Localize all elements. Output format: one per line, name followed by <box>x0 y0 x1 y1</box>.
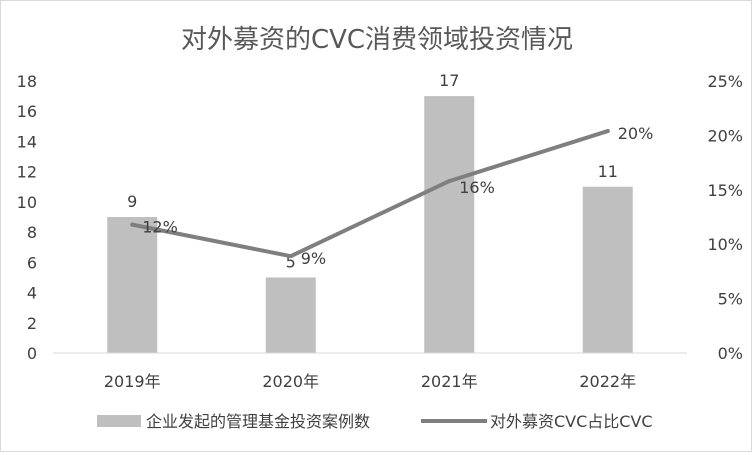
legend-line-label: 对外募资CVC占比CVC <box>490 412 653 431</box>
bar <box>582 186 633 353</box>
x-axis-tick-label: 2020年 <box>262 372 319 391</box>
right-axis-tick-label: 10% <box>707 235 743 254</box>
left-axis-tick-label: 0 <box>27 344 37 363</box>
line-point <box>447 179 452 184</box>
legend: 企业发起的管理基金投资案例数 对外募资CVC占比CVC <box>97 412 653 431</box>
left-axis-tick-label: 16 <box>17 102 37 121</box>
bar-data-label: 11 <box>598 162 618 181</box>
line-series <box>130 129 610 259</box>
bar <box>424 96 475 353</box>
bar-data-label: 5 <box>286 252 296 271</box>
line-point <box>605 129 610 134</box>
x-axis-tick-label: 2022年 <box>579 372 636 391</box>
right-axis-tick-label: 5% <box>718 290 743 309</box>
right-axis-tick-label: 15% <box>707 181 743 200</box>
left-axis-tick-label: 10 <box>17 193 37 212</box>
legend-bar-swatch <box>97 415 141 427</box>
line-data-label: 16% <box>459 178 495 197</box>
bar <box>107 217 158 353</box>
left-axis-tick-label: 2 <box>27 314 37 333</box>
left-axis-tick-label: 4 <box>27 284 37 303</box>
chart-title: 对外募资的CVC消费领域投资情况 <box>181 25 573 55</box>
line-data-label: 12% <box>142 218 178 237</box>
line-point <box>288 254 293 259</box>
bar-data-label: 17 <box>439 71 459 90</box>
line-data-label: 20% <box>618 124 654 143</box>
right-axis-tick-label: 25% <box>707 72 743 91</box>
left-axis-tick-label: 14 <box>17 132 37 151</box>
right-axis-tick-label: 20% <box>707 126 743 145</box>
bar-data-label: 9 <box>127 192 137 211</box>
x-axis-tick-label: 2019年 <box>104 372 161 391</box>
left-axis-tick-label: 6 <box>27 253 37 272</box>
bar <box>265 277 316 353</box>
left-axis-tick-label: 8 <box>27 223 37 242</box>
right-axis-tick-label: 0% <box>718 344 743 363</box>
legend-bar-label: 企业发起的管理基金投资案例数 <box>146 412 370 431</box>
line-point <box>130 222 135 227</box>
left-axis-tick-label: 12 <box>17 163 37 182</box>
left-axis-tick-label: 18 <box>17 72 37 91</box>
x-axis-tick-label: 2021年 <box>421 372 478 391</box>
line-data-label: 9% <box>301 249 326 268</box>
